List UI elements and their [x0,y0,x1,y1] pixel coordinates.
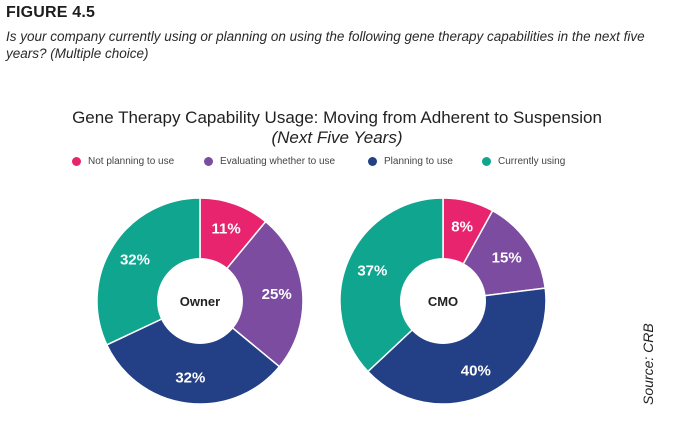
slice-value-label: 8% [451,218,473,235]
slice-value-label: 11% [211,221,240,238]
chart-title: Gene Therapy Capability Usage: Moving fr… [72,108,602,127]
legend-label: Planning to use [384,156,453,167]
legend-label: Evaluating whether to use [220,156,336,167]
slice-value-label: 25% [262,286,292,303]
donut-hole [400,258,486,344]
slice-owner-2 [105,300,281,405]
slice-value-label: 32% [175,369,205,386]
slice-cmo-3 [339,197,444,373]
legend-swatch [482,157,491,166]
legend-swatch [72,157,81,166]
legend-swatch [368,157,377,166]
survey-question: Is your company currently using or plann… [6,29,645,61]
donut-cmo: 8% 15% 40% 37% CMO [339,197,547,405]
legend-item-evaluating: Evaluating whether to use [204,156,335,167]
slice-value-label: 40% [461,363,491,380]
slice-value-label: 15% [492,250,522,267]
legend-swatch [204,157,213,166]
slice-cmo-2 [366,287,547,405]
legend-item-not-planning: Not planning to use [72,156,174,167]
slice-value-label: 37% [357,262,387,279]
slice-value-label: 32% [120,252,150,269]
donut-hole [157,258,243,344]
legend-item-currently: Currently using [482,156,565,167]
slice-owner-1 [198,220,304,368]
donut-owner: 11% 25% 32% 32% Owner [96,197,304,405]
figure-label: FIGURE 4.5 [6,4,96,21]
chart-subtitle: (Next Five Years) [271,128,403,147]
source-credit: Source: CRB [640,323,656,405]
donut-center-label: CMO [428,294,458,309]
donut-center-label: Owner [180,294,220,309]
legend-item-planning: Planning to use [368,156,453,167]
legend-label: Currently using [498,156,566,167]
chart-legend: Not planning to use Evaluating whether t… [72,156,632,170]
legend-label: Not planning to use [88,156,175,167]
